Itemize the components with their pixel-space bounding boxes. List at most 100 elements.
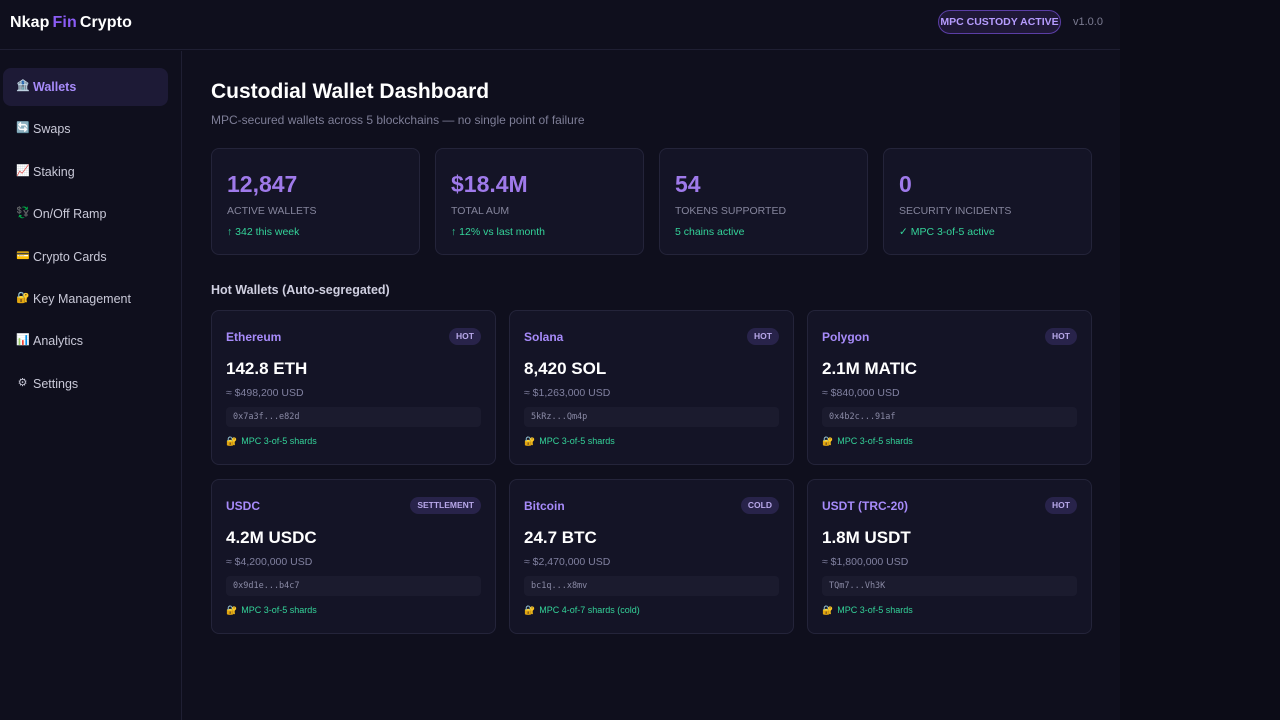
lock-icon: 🔐 (822, 605, 834, 615)
sidebar-item-label: On/Off Ramp (33, 207, 107, 221)
stat-value: $18.4M (451, 171, 528, 197)
wallet-shard-info: 🔐 MPC 3-of-5 shards (822, 436, 913, 447)
wallet-balance: 142.8 ETH (226, 359, 308, 378)
wallet-address[interactable]: 0x7a3f...e82d (226, 407, 481, 427)
stat-label: TOTAL AUM (451, 205, 510, 217)
wallet-balance: 8,420 SOL (524, 359, 607, 378)
wallet-tag-badge: COLD (740, 497, 779, 514)
sidebar-item-crypto-cards[interactable]: 💳 Crypto Cards (3, 238, 168, 276)
stat-label: SECURITY INCIDENTS (899, 205, 1012, 217)
wallet-address[interactable]: TQm7...Vh3K (822, 576, 1077, 596)
app-window: Nkap Fin Crypto MPC CUSTODY ACTIVE v1.0.0 … (0, 0, 1120, 720)
sidebar-item-swaps[interactable]: 🔄 Swaps (3, 110, 168, 148)
wallet-name: Solana (524, 330, 564, 344)
top-header: Nkap Fin Crypto MPC CUSTODY ACTIVE v1.0.0 (0, 0, 1120, 50)
page-title: Custodial Wallet Dashboard (211, 80, 490, 103)
sidebar-item-label: Settings (33, 377, 79, 391)
wallet-card-bitcoin[interactable]: Bitcoin COLD 24.7 BTC ≈ $2,470,000 USD b… (509, 479, 794, 634)
wallet-tag-badge: HOT (1045, 497, 1077, 514)
wallet-usd-value: ≈ $840,000 USD (822, 387, 900, 399)
wallet-shard-info: 🔐 MPC 4-of-7 shards (cold) (524, 605, 640, 616)
wallet-usd-value: ≈ $498,200 USD (226, 387, 304, 399)
wallet-usd-value: ≈ $2,470,000 USD (524, 556, 611, 568)
sidebar-item-staking[interactable]: 📈 Staking (3, 153, 168, 191)
wallet-card-solana[interactable]: Solana HOT 8,420 SOL ≈ $1,263,000 USD 5k… (509, 310, 794, 465)
stat-label: TOKENS SUPPORTED (675, 205, 787, 217)
wallet-address[interactable]: 0x4b2c...91af (822, 407, 1077, 427)
stat-note: ↑ 342 this week (227, 226, 300, 238)
wallet-card-polygon[interactable]: Polygon HOT 2.1M MATIC ≈ $840,000 USD 0x… (807, 310, 1092, 465)
wallet-shard-text: MPC 3-of-5 shards (837, 436, 913, 446)
stat-card-security-incidents: 0 SECURITY INCIDENTS ✓ MPC 3-of-5 active (883, 148, 1092, 255)
wallet-shard-info: 🔐 MPC 3-of-5 shards (822, 605, 913, 616)
stat-value: 54 (675, 171, 701, 197)
wallet-usd-value: ≈ $1,800,000 USD (822, 556, 909, 568)
wallet-shard-text: MPC 4-of-7 shards (cold) (539, 605, 640, 615)
wallet-tag-badge: HOT (747, 328, 779, 345)
wallet-balance: 2.1M MATIC (822, 359, 918, 378)
wallet-card-usdt-trc20[interactable]: USDT (TRC-20) HOT 1.8M USDT ≈ $1,800,000… (807, 479, 1092, 634)
wallet-balance: 4.2M USDC (226, 528, 317, 547)
wallet-card-usdc[interactable]: USDC SETTLEMENT 4.2M USDC ≈ $4,200,000 U… (211, 479, 496, 634)
gear-icon: ⚙ (17, 377, 28, 389)
empty-viewport-area (1120, 0, 1280, 720)
wallet-balance: 24.7 BTC (524, 528, 597, 547)
wallet-name: Polygon (822, 330, 870, 344)
wallet-usd-value: ≈ $1,263,000 USD (524, 387, 611, 399)
stat-note: ↑ 12% vs last month (451, 226, 545, 238)
brand-name-part3: Crypto (79, 14, 132, 31)
sidebar-item-label: Swaps (33, 122, 71, 136)
wallet-card-ethereum[interactable]: Ethereum HOT 142.8 ETH ≈ $498,200 USD 0x… (211, 310, 496, 465)
bank-icon: 🏦 (16, 80, 30, 92)
brand-name-part2: Fin (52, 14, 77, 31)
sidebar-item-onoff-ramp[interactable]: 💱 On/Off Ramp (3, 195, 168, 233)
wallet-address[interactable]: 5kRz...Qm4p (524, 407, 779, 427)
wallet-shard-info: 🔐 MPC 3-of-5 shards (226, 605, 317, 616)
wallet-name: USDC (226, 499, 261, 513)
wallet-shard-text: MPC 3-of-5 shards (539, 436, 615, 446)
chart-up-icon: 📈 (16, 165, 30, 177)
lock-icon: 🔐 (226, 436, 238, 446)
custody-status-badge: MPC CUSTODY ACTIVE (938, 10, 1061, 34)
sidebar-item-label: Wallets (33, 80, 77, 94)
wallet-name: Bitcoin (524, 499, 565, 513)
wallet-address[interactable]: bc1q...x8mv (524, 576, 779, 596)
stat-note: ✓ MPC 3-of-5 active (899, 226, 995, 238)
wallet-shard-text: MPC 3-of-5 shards (241, 436, 317, 446)
sidebar-item-label: Key Management (33, 292, 131, 306)
exchange-icon: 💱 (16, 207, 30, 219)
wallet-shard-text: MPC 3-of-5 shards (241, 605, 317, 615)
sidebar-item-label: Analytics (33, 334, 84, 348)
stat-card-active-wallets: 12,847 ACTIVE WALLETS ↑ 342 this week (211, 148, 420, 255)
sidebar-item-key-management[interactable]: 🔐 Key Management (3, 280, 168, 318)
version-label: v1.0.0 (1073, 16, 1103, 28)
wallet-balance: 1.8M USDT (822, 528, 911, 547)
wallet-usd-value: ≈ $4,200,000 USD (226, 556, 313, 568)
sidebar-item-analytics[interactable]: 📊 Analytics (3, 322, 168, 360)
wallet-shard-text: MPC 3-of-5 shards (837, 605, 913, 615)
brand-name-part1: Nkap (10, 14, 50, 31)
sidebar-item-settings[interactable]: ⚙ Settings (3, 365, 168, 403)
bar-chart-icon: 📊 (16, 334, 30, 346)
wallet-tag-badge: SETTLEMENT (410, 497, 481, 514)
card-icon: 💳 (16, 250, 30, 262)
sidebar-item-label: Staking (33, 165, 75, 179)
wallet-tag-badge: HOT (449, 328, 481, 345)
stat-note: 5 chains active (675, 226, 745, 238)
wallet-address[interactable]: 0x9d1e...b4c7 (226, 576, 481, 596)
page-subtitle: MPC-secured wallets across 5 blockchains… (211, 113, 585, 127)
brand-logo[interactable]: Nkap Fin Crypto (10, 14, 132, 32)
stat-value: 0 (899, 171, 912, 197)
wallet-shard-info: 🔐 MPC 3-of-5 shards (524, 436, 615, 447)
stat-label: ACTIVE WALLETS (227, 205, 317, 217)
wallet-name: Ethereum (226, 330, 282, 344)
stat-value: 12,847 (227, 171, 298, 197)
lock-icon: 🔐 (524, 605, 536, 615)
lock-icon: 🔐 (524, 436, 536, 446)
lock-key-icon: 🔐 (16, 292, 30, 304)
wallet-shard-info: 🔐 MPC 3-of-5 shards (226, 436, 317, 447)
swap-icon: 🔄 (16, 122, 30, 134)
wallet-name: USDT (TRC-20) (822, 499, 908, 513)
sidebar-item-wallets[interactable]: 🏦 Wallets (3, 68, 168, 106)
lock-icon: 🔐 (226, 605, 238, 615)
